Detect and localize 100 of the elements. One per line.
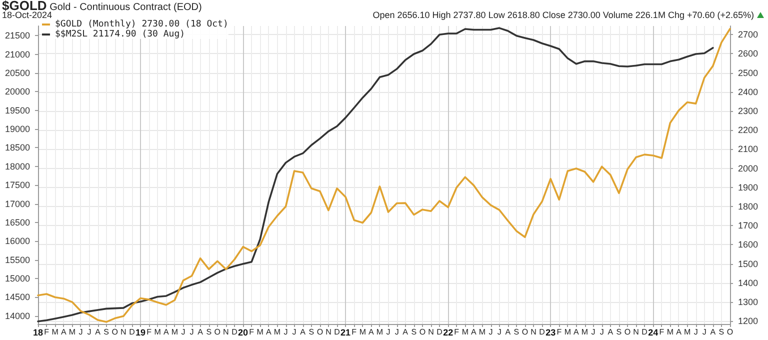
x-tick-label: D — [436, 328, 443, 336]
x-tick-label: J — [694, 328, 698, 336]
x-tick-label: S — [616, 328, 622, 336]
y2-tick-label: 1300 — [738, 297, 758, 308]
x-tick-label: N — [223, 328, 230, 336]
x-tick-label: O — [112, 328, 118, 336]
x-tick-label: J — [190, 328, 194, 336]
x-tick-label: O — [419, 328, 426, 336]
x-tick-label: J — [488, 328, 493, 336]
x-tick-label: A — [198, 328, 204, 336]
x-tick-label: A — [368, 328, 375, 336]
x-tick-label: M — [684, 328, 691, 336]
x-tick-label: A — [710, 328, 716, 336]
y-tick-label: 15000 — [4, 273, 30, 284]
x-tick-label: A — [676, 328, 682, 336]
legend-label: $$M2SL 21174.90 (30 Aug) — [55, 30, 186, 40]
y-tick-label: 19500 — [4, 105, 30, 116]
chart-subtitle: 18-Oct-2024 — [2, 10, 52, 20]
x-tick-label: O — [316, 328, 324, 336]
x-tick-label: O — [522, 328, 528, 336]
y-tick-label: 19000 — [4, 124, 30, 134]
y2-tick-label: 2100 — [738, 144, 758, 154]
x-tick-label: F — [249, 328, 254, 336]
x-tick-label: F — [556, 328, 562, 336]
x-tick-label: S — [308, 328, 314, 336]
x-tick-label: 22 — [443, 328, 454, 338]
y2-tick-label: 1500 — [738, 258, 758, 269]
x-tick-label: J — [497, 328, 502, 336]
x-tick-label: D — [129, 328, 136, 336]
x-tick-label: S — [206, 328, 212, 336]
y-tick-label: 17000 — [4, 198, 30, 209]
x-tick-label: M — [376, 328, 384, 336]
x-tick-label: J — [87, 328, 92, 336]
x-tick-label: 24 — [648, 328, 658, 338]
x-tick-label: J — [181, 328, 186, 336]
y2-tick-label: 1800 — [738, 202, 758, 212]
x-tick-label: M — [171, 328, 178, 336]
x-tick-label: M — [52, 328, 59, 336]
x-tick-label: F — [352, 328, 357, 336]
x-tick-label: J — [284, 328, 288, 336]
y-tick-label: 21500 — [4, 30, 30, 41]
y2-tick-label: 1900 — [738, 182, 758, 192]
y2-tick-label: 2300 — [738, 106, 758, 116]
x-tick-label: J — [591, 328, 596, 336]
x-tick-label: N — [633, 328, 640, 336]
x-tick-label: F — [44, 328, 50, 336]
x-tick-label: N — [530, 328, 537, 336]
x-tick-label: F — [659, 328, 664, 336]
x-tick-label: J — [386, 328, 390, 336]
x-tick-label: A — [471, 328, 478, 336]
y-tick-label: 15500 — [4, 254, 30, 265]
y-tick-label: 14000 — [4, 310, 30, 321]
x-tick-label: N — [428, 328, 434, 336]
y2-tick-label: 2500 — [738, 68, 758, 78]
y2-tick-label: 2000 — [738, 163, 758, 174]
y-tick-label: 21000 — [4, 49, 30, 60]
x-tick-label: F — [146, 328, 152, 336]
x-tick-label: M — [154, 328, 162, 336]
y-tick-label: 16500 — [4, 217, 30, 228]
x-tick-label: J — [600, 328, 604, 336]
x-tick-label: A — [505, 328, 512, 336]
x-tick-label: 23 — [546, 328, 556, 338]
x-tick-label: A — [60, 328, 67, 336]
x-tick-label: O — [726, 328, 734, 336]
y2-tick-label: 2400 — [738, 86, 758, 97]
x-tick-label: J — [702, 328, 706, 336]
x-tick-label: N — [120, 328, 127, 336]
x-tick-label: O — [214, 328, 221, 336]
x-tick-label: 20 — [238, 328, 248, 338]
x-tick-label: D — [642, 328, 648, 336]
x-tick-label: M — [68, 328, 76, 336]
x-tick-label: M — [462, 328, 469, 336]
y-tick-label: 17500 — [4, 180, 30, 190]
x-tick-label: J — [292, 328, 296, 336]
y2-tick-label: 1200 — [738, 316, 758, 326]
x-tick-label: A — [95, 328, 102, 336]
x-tick-label: M — [478, 328, 486, 336]
chart-title: $GOLD Gold - Continuous Contract (EOD) — [2, 0, 202, 13]
x-tick-label: D — [539, 328, 546, 336]
x-tick-label: A — [300, 328, 306, 336]
y-tick-label: 18500 — [4, 142, 30, 153]
y2-tick-label: 2700 — [738, 30, 758, 40]
y-tick-label: 14500 — [4, 292, 30, 302]
x-tick-label: D — [334, 328, 340, 336]
y2-tick-label: 1600 — [738, 240, 758, 250]
legend-label: $GOLD (Monthly) 2730.00 (18 Oct) — [55, 20, 228, 30]
x-tick-label: S — [514, 328, 520, 336]
x-tick-label: 18 — [32, 328, 44, 338]
x-tick-label: M — [256, 328, 264, 336]
x-tick-label: F — [454, 328, 460, 336]
text: Open 2656.10 High 2737.80 Low 2618.80 Close 2730.00 Volume 226.1M Chg +70.60 (+2.65%) — [372, 10, 754, 20]
x-tick-label: 19 — [136, 328, 146, 338]
x-tick-label: A — [163, 328, 170, 336]
x-tick-label: S — [411, 328, 417, 336]
x-tick-label: J — [78, 328, 83, 336]
x-tick-label: J — [394, 328, 399, 336]
y-tick-label: 20500 — [4, 68, 30, 78]
x-tick-label: D — [232, 328, 238, 336]
x-tick-label: M — [564, 328, 572, 336]
y-tick-label: 16000 — [4, 236, 30, 246]
